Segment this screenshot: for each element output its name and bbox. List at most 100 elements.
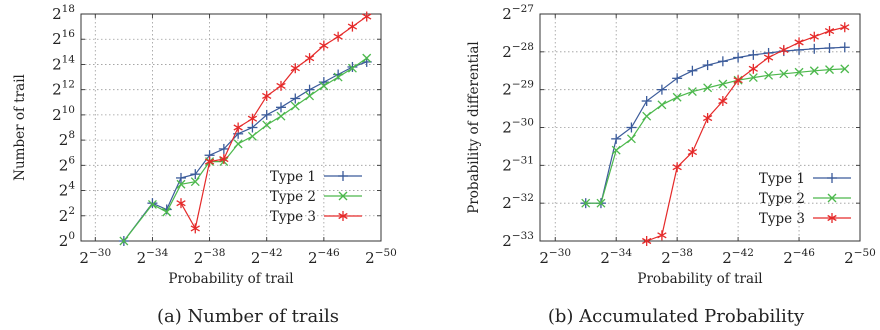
x-axis-label: Probability of trail	[637, 271, 762, 287]
y-tick-label: 24	[59, 180, 76, 200]
data-point-type-3	[304, 53, 315, 64]
y-tick-label: 212	[52, 79, 75, 99]
x-tick-label: 2−46	[308, 247, 340, 267]
data-point-type-3	[733, 75, 743, 86]
legend-marker-type-1	[827, 173, 837, 183]
data-point-type-2	[176, 179, 186, 189]
data-point-type-2	[247, 131, 257, 141]
data-point-type-1	[672, 73, 683, 84]
data-point-type-2	[347, 63, 357, 73]
data-point-type-2	[840, 64, 850, 74]
x-tick-label: 2−42	[722, 247, 754, 267]
series-line-type-1	[585, 46, 845, 204]
chart-panel-accumulated-probability: 2−30 2−34 2−38 2−42 2−46 2−50 2−33 2−32 2−31 2−30…	[466, 3, 876, 327]
data-point-type-3	[748, 63, 758, 74]
y-tick-label: 214	[52, 53, 75, 73]
data-point-type-3	[319, 40, 329, 51]
data-point-type-1	[824, 43, 835, 54]
data-point-type-2	[290, 101, 300, 111]
x-tick-label: 2−34	[600, 247, 632, 267]
data-point-type-3	[794, 37, 804, 48]
data-point-type-1	[626, 122, 637, 133]
legend-marker-type-2	[338, 191, 348, 201]
grid	[540, 14, 860, 241]
data-point-type-1	[276, 102, 286, 113]
data-point-type-2	[703, 83, 713, 93]
data-point-type-3	[190, 223, 200, 234]
legend: Type 1 Type 2 Type 3	[759, 171, 851, 227]
legend-marker-type-3	[827, 213, 837, 223]
data-point-type-2	[657, 100, 667, 110]
data-point-type-3	[333, 31, 343, 42]
data-point-type-2	[779, 69, 789, 79]
legend-marker-type-2	[827, 193, 837, 203]
data-point-type-2	[319, 81, 329, 91]
x-tick-label: 2−38	[661, 247, 693, 267]
data-point-type-1	[190, 169, 201, 180]
y-tick-label: 2−31	[502, 154, 534, 174]
data-point-type-2	[233, 139, 243, 149]
data-point-type-1	[702, 60, 713, 71]
data-point-type-1	[641, 96, 652, 107]
data-point-type-1	[218, 143, 229, 154]
data-point-type-2	[305, 91, 315, 101]
x-tick-label: 2−30	[79, 247, 111, 267]
y-tick-label: 2−28	[502, 41, 534, 61]
data-point-type-3	[718, 96, 728, 107]
data-point-type-2	[262, 120, 272, 130]
data-point-type-2	[333, 72, 343, 82]
data-point-type-3	[657, 230, 667, 241]
legend-marker-type-3	[338, 211, 348, 221]
data-point-type-2	[642, 111, 652, 121]
data-point-type-2	[626, 134, 636, 144]
x-tick-label: 2−42	[251, 247, 283, 267]
y-tick-label: 2−32	[502, 192, 534, 212]
legend-label-type-1: Type 1	[270, 169, 316, 185]
series-line-type-2	[585, 68, 845, 204]
tick-marks	[540, 13, 861, 242]
data-point-type-2	[718, 79, 728, 89]
caption: (b) Accumulated Probability	[548, 306, 805, 327]
y-tick-label: 218	[52, 3, 75, 23]
series-line-type-2	[123, 57, 368, 242]
x-tick-label: 2−38	[194, 247, 226, 267]
data-point-type-3	[247, 113, 258, 124]
legend-marker-type-1	[338, 171, 348, 181]
legend-label-type-2: Type 2	[759, 191, 805, 207]
data-point-type-3	[779, 44, 789, 55]
x-tick-label: 2−30	[539, 247, 571, 267]
data-point-type-1	[717, 56, 728, 67]
data-point-type-3	[763, 52, 774, 63]
data-point-type-1	[748, 49, 759, 60]
data-point-type-2	[764, 70, 774, 80]
tick-marks	[81, 13, 382, 242]
data-point-type-3	[219, 154, 229, 165]
y-tick-label: 26	[59, 154, 76, 174]
data-point-type-2	[611, 145, 621, 155]
series-line-type-3	[646, 26, 845, 242]
data-point-type-2	[687, 87, 697, 97]
data-point-type-3	[233, 122, 243, 133]
data-point-type-1	[247, 122, 258, 133]
legend-label-type-3: Type 3	[759, 211, 805, 227]
y-tick-label: 216	[52, 28, 75, 48]
data-point-type-3	[824, 26, 835, 37]
x-tick-label: 2−34	[137, 247, 169, 267]
data-point-type-3	[262, 90, 272, 101]
data-point-type-2	[748, 73, 758, 83]
data-point-type-1	[687, 65, 698, 76]
data-point-type-3	[176, 198, 186, 209]
data-point-type-1	[261, 109, 272, 120]
y-tick-label: 2−33	[502, 230, 534, 250]
data-point-type-2	[276, 111, 286, 121]
y-tick-label: 28	[59, 129, 75, 149]
data-point-type-2	[672, 92, 682, 102]
plot-frame	[80, 13, 382, 242]
legend-label-type-2: Type 2	[270, 189, 316, 205]
y-axis-label: Number of trail	[12, 74, 28, 181]
data-point-type-2	[147, 199, 157, 209]
data-point-type-1	[290, 93, 301, 104]
data-point-type-1	[147, 198, 158, 209]
y-tick-label: 22	[59, 205, 75, 225]
